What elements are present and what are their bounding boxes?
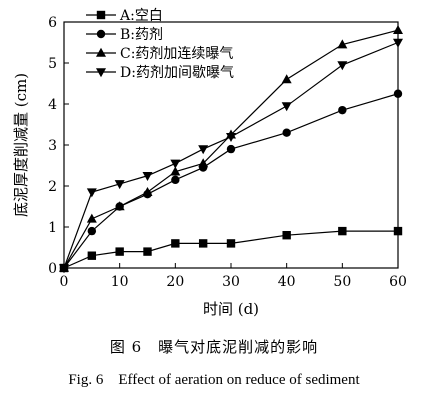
series-c-point (86, 213, 97, 223)
legend-label: C:药剂加连续曝气 (120, 45, 233, 62)
series-b-point (282, 128, 291, 137)
y-tick-label: 0 (48, 261, 57, 277)
figure-caption-english: Fig. 6 Effect of aeration on reduce of s… (68, 372, 360, 388)
y-tick-label: 3 (48, 138, 57, 154)
x-tick-label: 40 (278, 274, 296, 290)
series-a-point (143, 247, 152, 256)
x-tick-label: 60 (389, 274, 407, 290)
series-d-point (226, 133, 236, 142)
x-tick-label: 30 (222, 274, 240, 290)
series-a-line (63, 230, 398, 269)
y-tick-label: 2 (48, 179, 57, 195)
series-d-point (281, 102, 292, 112)
series-d-point (198, 145, 209, 155)
legend-item-b: B:药剂 (86, 27, 163, 43)
series-a-point (87, 251, 97, 260)
series-c-point (393, 25, 403, 34)
series-a-point (338, 226, 347, 236)
legend-item-c: C:药剂加连续曝气 (86, 45, 233, 62)
series-c-point (337, 39, 348, 49)
series-c-point (198, 158, 209, 168)
series-a-point (198, 239, 208, 248)
x-tick-label: 20 (166, 274, 184, 290)
legend-label: B:药剂 (120, 27, 163, 43)
series-a-point (393, 226, 403, 236)
legend-marker (96, 68, 106, 78)
legend-item-d: D:药剂加间歇曝气 (86, 65, 234, 81)
series-d (59, 38, 403, 274)
series-c-point (170, 166, 181, 176)
x-tick-label: 0 (60, 274, 69, 290)
series-c-point (114, 201, 125, 211)
series-b-point (338, 105, 347, 115)
line-chart: 0 10 20 30 40 50 60 0 1 2 3 4 5 6 A:空白 B:药剂 C:药剂加连续曝气 D:… (12, 8, 407, 318)
legend-label: D:药剂加间歇曝气 (120, 65, 234, 81)
series-d-point (114, 180, 125, 190)
series-b-point (226, 144, 236, 154)
legend-item-a: A:空白 (86, 8, 163, 24)
series-d-point (337, 61, 348, 71)
series-b-point (87, 226, 97, 236)
series-d-line (63, 41, 399, 269)
y-tick-label: 1 (48, 220, 57, 236)
x-tick-label: 50 (333, 274, 351, 290)
series-b-point (393, 89, 403, 98)
y-tick-label: 4 (48, 97, 57, 113)
figure-caption-chinese: 图 6 曝气对底泥削减的影响 (109, 338, 319, 356)
series-d-point (142, 171, 153, 181)
series-c-line (63, 29, 399, 269)
series-a-point (226, 239, 236, 248)
x-tick-label: 10 (111, 274, 129, 290)
series-a-point (171, 239, 180, 248)
legend-marker (96, 10, 106, 20)
series-d-point (170, 159, 181, 169)
legend-marker (96, 29, 106, 39)
series-d-point (86, 188, 97, 198)
series-d-point (393, 38, 403, 48)
y-axis-label: 底泥厚度削减量 (cm) (12, 73, 30, 217)
legend-label: A:空白 (119, 8, 163, 24)
y-tick-label: 5 (48, 56, 57, 72)
y-tick-label: 6 (48, 15, 57, 31)
series-d-point (59, 264, 69, 274)
series-c-point (142, 186, 153, 196)
series-b-line (63, 93, 399, 269)
series-a-point (115, 247, 124, 256)
legend-marker (96, 47, 106, 57)
series-a-point (282, 231, 291, 240)
x-axis-label: 时间 (d) (203, 300, 259, 318)
series-c-point (281, 74, 292, 84)
series-b-point (171, 175, 180, 185)
